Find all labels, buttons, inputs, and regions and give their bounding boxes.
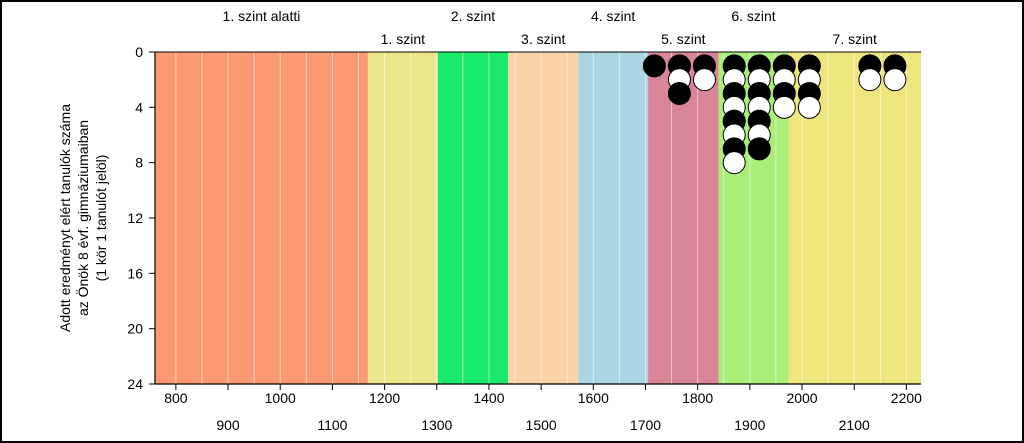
x-tick-label: 2000 xyxy=(786,390,817,406)
x-tick-label: 1800 xyxy=(682,390,713,406)
student-dot xyxy=(692,68,716,92)
student-dot xyxy=(858,68,882,92)
x-tick-label: 1300 xyxy=(421,417,452,433)
band-label-4: 4. szint xyxy=(591,8,635,24)
band-label-1: 1. szint xyxy=(381,31,425,47)
band-label-2: 2. szint xyxy=(451,8,495,24)
band-label-3: 3. szint xyxy=(521,31,565,47)
band-label-0: 1. szint alatti xyxy=(223,8,301,24)
x-tick-label: 1600 xyxy=(578,390,609,406)
y-tick-label: 24 xyxy=(127,376,143,392)
axes xyxy=(149,51,921,390)
x-tick-label: 1200 xyxy=(369,390,400,406)
band-2 xyxy=(437,52,509,384)
x-tick-label: 1000 xyxy=(265,390,296,406)
x-tick-label: 900 xyxy=(216,417,240,433)
student-dot xyxy=(642,54,666,78)
band-1 xyxy=(367,52,438,384)
student-dots xyxy=(642,54,907,175)
band-5 xyxy=(648,52,719,384)
x-tick-label: 800 xyxy=(164,390,188,406)
student-dot xyxy=(883,68,907,92)
band-4 xyxy=(578,52,649,384)
student-dot xyxy=(667,82,691,105)
y-axis-label-line: az Önök 8 évf. gimnáziumaiban xyxy=(74,120,91,316)
y-tick-label: 8 xyxy=(135,155,143,171)
student-dot xyxy=(797,95,821,119)
band-0 xyxy=(155,52,368,384)
x-tick-label: 1100 xyxy=(317,417,347,433)
y-tick-label: 4 xyxy=(135,99,143,115)
band-3 xyxy=(508,52,579,384)
band-label-5: 5. szint xyxy=(661,31,705,47)
y-tick-label: 12 xyxy=(127,210,143,226)
x-tick-label: 1700 xyxy=(630,417,661,433)
x-tick-label: 2100 xyxy=(839,417,870,433)
band-label-6: 6. szint xyxy=(731,8,775,24)
x-tick-label: 2200 xyxy=(891,390,922,406)
x-tick-label: 1900 xyxy=(734,417,765,433)
y-axis-label-line: Adott eredményt elért tanulók száma xyxy=(57,104,73,332)
band-label-7: 7. szint xyxy=(833,31,877,47)
y-axis-label-line: (1 kör 1 tanulót jelöl) xyxy=(93,155,109,282)
labels: 1. szint alatti 1. szint 2. szint 3. szint 4… xyxy=(57,8,922,433)
y-tick-label: 16 xyxy=(127,265,143,281)
x-tick-label: 1400 xyxy=(473,390,504,406)
student-dot xyxy=(772,95,796,119)
y-tick-label: 20 xyxy=(127,321,143,337)
student-dot xyxy=(747,137,771,161)
x-tick-label: 1500 xyxy=(526,417,557,433)
student-dot xyxy=(722,151,746,175)
y-tick-label: 0 xyxy=(135,44,143,60)
